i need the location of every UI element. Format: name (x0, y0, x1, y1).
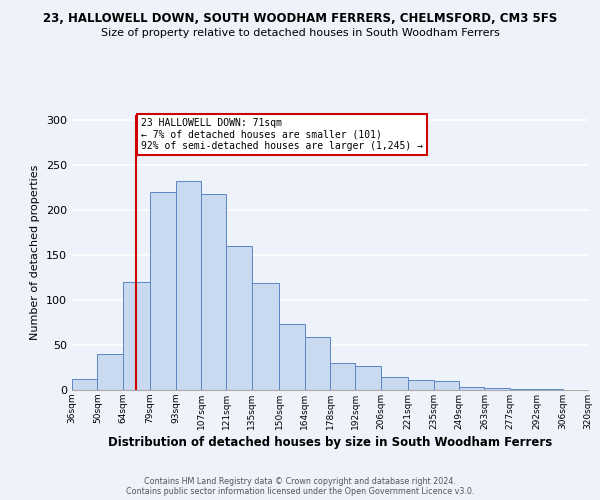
Bar (97, 354, 123, 390)
Bar (355, 366, 381, 390)
Text: Contains public sector information licensed under the Open Government Licence v3: Contains public sector information licen… (126, 486, 474, 496)
Bar (434, 381, 459, 390)
Bar (279, 324, 305, 390)
Text: 23 HALLOWELL DOWN: 71sqm
← 7% of detached houses are smaller (101)
92% of semi-d: 23 HALLOWELL DOWN: 71sqm ← 7% of detache… (141, 118, 423, 151)
Bar (510, 389, 537, 390)
Bar (484, 388, 510, 390)
Bar (72, 379, 97, 390)
Bar (330, 363, 355, 390)
Bar (537, 389, 563, 390)
Bar (459, 388, 484, 390)
Text: 23, HALLOWELL DOWN, SOUTH WOODHAM FERRERS, CHELMSFORD, CM3 5FS: 23, HALLOWELL DOWN, SOUTH WOODHAM FERRER… (43, 12, 557, 26)
Text: Contains HM Land Registry data © Crown copyright and database right 2024.: Contains HM Land Registry data © Crown c… (144, 476, 456, 486)
Text: Distribution of detached houses by size in South Woodham Ferrers: Distribution of detached houses by size … (108, 436, 552, 449)
Bar (252, 282, 279, 390)
Bar (123, 282, 150, 390)
Bar (201, 194, 226, 390)
Bar (226, 246, 252, 390)
Bar (381, 378, 408, 390)
Y-axis label: Number of detached properties: Number of detached properties (31, 165, 40, 340)
Bar (408, 380, 434, 390)
Bar (305, 337, 330, 390)
Bar (150, 192, 176, 390)
Bar (176, 181, 201, 390)
Text: Size of property relative to detached houses in South Woodham Ferrers: Size of property relative to detached ho… (101, 28, 499, 38)
